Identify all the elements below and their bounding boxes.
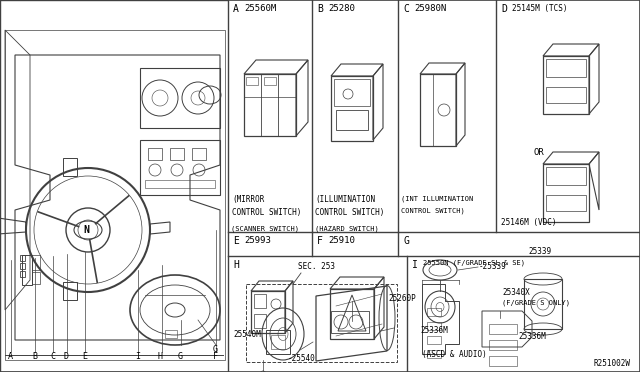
Text: (INT ILLUMINATION: (INT ILLUMINATION [401,195,473,202]
Text: (SCANNER SWITCH): (SCANNER SWITCH) [231,226,299,232]
Bar [489,324,517,334]
Text: (ASCD & AUDIO): (ASCD & AUDIO) [422,350,487,359]
Text: D: D [501,4,507,14]
Text: I: I [135,352,140,361]
Text: -25540: -25540 [288,354,316,363]
Text: I: I [412,260,418,270]
Bar [251,291,285,333]
Bar [331,311,369,333]
Text: 25993: 25993 [244,236,271,245]
Bar [246,77,258,85]
Text: F: F [317,236,323,246]
Text: 25910: 25910 [328,236,355,245]
Bar [330,289,374,339]
Bar [524,279,562,329]
Text: CONTROL SWITCH): CONTROL SWITCH) [315,208,385,217]
Bar [246,284,397,362]
Text: 25336M: 25336M [420,326,448,335]
Bar [546,59,586,77]
Bar [145,180,215,188]
Bar [22,255,32,285]
Text: C: C [403,4,409,14]
Text: C: C [50,352,55,361]
Bar [271,335,285,349]
Bar [32,272,40,284]
Bar [0,0,228,372]
Bar [546,195,586,211]
Text: H: H [233,260,239,270]
Text: R251002W: R251002W [593,359,630,368]
Bar [543,164,589,222]
Text: A: A [8,352,13,361]
Bar [63,158,77,176]
Bar [543,56,589,114]
Text: A: A [233,4,239,14]
Bar [427,336,441,344]
Bar [165,330,177,338]
Text: D: D [64,352,69,361]
Bar [427,350,441,358]
Bar [20,255,25,261]
Bar [170,148,184,160]
Text: N: N [83,225,89,235]
Text: B: B [32,352,37,361]
Bar [254,314,266,328]
Text: 25980N: 25980N [414,4,446,13]
Text: G: G [178,352,183,361]
Bar [254,294,266,308]
Text: 25340X: 25340X [502,288,530,297]
Bar [148,148,162,160]
Bar [336,110,368,130]
Bar [20,263,25,269]
Bar [427,308,441,316]
Text: B: B [317,4,323,14]
Bar [140,140,220,195]
Bar [546,167,586,185]
Text: 25339: 25339 [528,247,551,256]
Bar [63,282,77,300]
Bar [546,87,586,103]
Text: F: F [213,352,218,361]
Text: 25560M: 25560M [244,4,276,13]
Bar [331,76,373,141]
Bar [427,322,441,330]
Text: SEC. 253: SEC. 253 [298,262,335,271]
Text: (MIRROR: (MIRROR [232,195,264,204]
Bar [334,79,370,106]
Bar [140,68,220,128]
Bar [20,271,25,277]
Bar [489,356,517,366]
Bar [489,340,517,350]
Text: 25336M: 25336M [518,332,546,341]
Text: H: H [158,352,163,361]
Bar [244,74,296,136]
Text: CONTROL SWITCH): CONTROL SWITCH) [232,208,301,217]
Text: OR: OR [534,148,545,157]
Bar [192,148,206,160]
Text: (ILLUMINATION: (ILLUMINATION [315,195,375,204]
Bar [266,330,290,354]
Text: 25260P: 25260P [388,294,416,303]
Text: 25550N (F/GRADE SL & SE): 25550N (F/GRADE SL & SE) [423,260,525,266]
Text: CONTROL SWITCH): CONTROL SWITCH) [401,208,465,215]
Text: 25146M (VDC): 25146M (VDC) [501,218,557,227]
Bar [420,74,456,146]
Text: -25339: -25339 [479,262,507,271]
Bar [264,77,276,85]
Bar [32,255,40,270]
Text: E: E [233,236,239,246]
Text: G: G [403,236,409,246]
Text: (HAZARD SWITCH): (HAZARD SWITCH) [315,226,379,232]
Text: (F/GRADE S ONLY): (F/GRADE S ONLY) [502,300,570,307]
Text: E: E [82,352,87,361]
Text: G: G [213,345,218,354]
Text: 25145M (TCS): 25145M (TCS) [512,4,568,13]
Text: 25280: 25280 [328,4,355,13]
Text: 25540M: 25540M [233,330,260,339]
